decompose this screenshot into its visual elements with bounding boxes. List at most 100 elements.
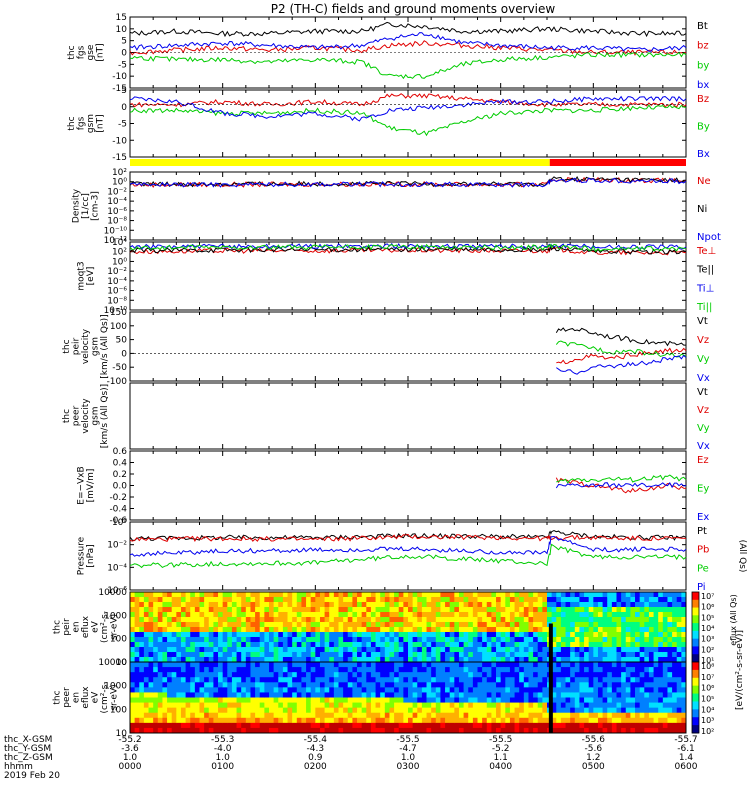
colorbar-tick-label: 10⁷ xyxy=(701,592,714,601)
spectrogram-cell xyxy=(653,687,659,693)
spectrogram-cell xyxy=(352,607,358,613)
spectrogram-cell xyxy=(505,672,511,678)
spectrogram-cell xyxy=(570,687,576,693)
spectrogram-cell xyxy=(357,642,363,648)
spectrogram-cell xyxy=(468,627,474,633)
spectrogram-cell xyxy=(245,692,251,698)
y-axis-label: sr-eV) xyxy=(110,614,120,640)
spectrogram-cell xyxy=(648,627,654,633)
spectrogram-cell xyxy=(477,612,483,618)
spectrogram-cell xyxy=(343,617,349,623)
spectrogram-cell xyxy=(282,617,288,623)
spectrogram-cell xyxy=(421,697,427,703)
spectrogram-cell xyxy=(607,637,613,643)
spectrogram-cell xyxy=(143,602,149,608)
spectrogram-cell xyxy=(482,612,488,618)
spectrogram-cell xyxy=(542,612,548,618)
spectrogram-cell xyxy=(241,692,247,698)
spectrogram-cell xyxy=(157,647,163,653)
spectrogram-cell xyxy=(143,617,149,623)
spectrogram-cell xyxy=(681,607,687,613)
spectrogram-cell xyxy=(208,637,214,643)
spectrogram-cell xyxy=(292,647,298,653)
spectrogram-cell xyxy=(648,647,654,653)
spectrogram-cell xyxy=(398,607,404,613)
spectrogram-cell xyxy=(130,642,136,648)
spectrogram-cell xyxy=(352,637,358,643)
spectrogram-cell xyxy=(204,707,210,714)
spectrogram-cell xyxy=(324,692,330,698)
spectrogram-cell xyxy=(148,597,154,603)
spectrogram-cell xyxy=(319,612,325,618)
spectrogram-cell xyxy=(301,647,307,653)
spectrogram-cell xyxy=(162,642,168,648)
spectrogram-cell xyxy=(319,722,325,729)
spectrogram-cell xyxy=(602,647,608,653)
spectrogram-cell xyxy=(676,667,682,673)
spectrogram-cell xyxy=(639,642,645,648)
spectrogram-cell xyxy=(477,692,483,698)
spectrogram-cell xyxy=(231,667,237,673)
spectrogram-cell xyxy=(417,652,423,658)
spectrogram-cell xyxy=(333,677,339,683)
spectrogram-cell xyxy=(338,642,344,648)
spectrogram-cell xyxy=(319,617,325,623)
spectrogram-cell xyxy=(384,602,390,608)
spectrogram-cell xyxy=(167,672,173,678)
spectrogram-cell xyxy=(273,717,279,724)
spectrogram-cell xyxy=(505,682,511,688)
spectrogram-cell xyxy=(134,697,140,703)
spectrogram-cell xyxy=(241,622,247,628)
spectrogram-cell xyxy=(523,632,529,638)
spectrogram-cell xyxy=(310,667,316,673)
spectrogram-cell xyxy=(658,622,664,628)
spectrogram-cell xyxy=(565,712,571,719)
mode-bar-slow xyxy=(549,159,686,166)
spectrogram-cell xyxy=(421,712,427,719)
spectrogram-cell xyxy=(296,712,302,719)
spectrogram-cell xyxy=(259,667,265,673)
spectrogram-cell xyxy=(199,657,205,663)
spectrogram-cell xyxy=(625,597,631,603)
spectrogram-cell xyxy=(255,722,261,729)
spectrogram-cell xyxy=(621,662,627,668)
spectrogram-cell xyxy=(389,607,395,613)
spectrogram-cell xyxy=(616,592,622,598)
spectrogram-cell xyxy=(579,592,585,598)
y-tick-label: 0.6 xyxy=(113,447,128,457)
spectrogram-cell xyxy=(528,677,534,683)
series-bx-line xyxy=(129,95,687,122)
spectrogram-cell xyxy=(593,667,599,673)
spectrogram-cell xyxy=(574,702,580,709)
spectrogram-cell xyxy=(565,617,571,623)
spectrogram-cell xyxy=(445,662,451,668)
colorbar-tick-label: 10⁵ xyxy=(701,695,714,704)
spectrogram-cell xyxy=(681,677,687,683)
spectrogram-cell xyxy=(496,662,502,668)
spectrogram-cell xyxy=(426,657,432,663)
spectrogram-cell xyxy=(491,727,497,734)
spectrogram-cell xyxy=(445,627,451,633)
spectrogram-cell xyxy=(148,622,154,628)
spectrogram-cell xyxy=(505,692,511,698)
spectrogram-cell xyxy=(477,717,483,724)
spectrogram-cell xyxy=(537,657,543,663)
spectrogram-cell xyxy=(389,612,395,618)
spectrogram-cell xyxy=(176,717,182,724)
spectrogram-cell xyxy=(241,652,247,658)
spectrogram-cell xyxy=(185,597,191,603)
spectrogram-cell xyxy=(491,682,497,688)
spectrogram-cell xyxy=(584,632,590,638)
spectrogram-cell xyxy=(370,612,376,618)
spectrogram-cell xyxy=(403,597,409,603)
spectrogram-cell xyxy=(593,707,599,714)
spectrogram-cell xyxy=(408,697,414,703)
spectrogram-cell xyxy=(148,632,154,638)
spectrogram-cell xyxy=(292,692,298,698)
spectrogram-cell xyxy=(607,702,613,709)
spectrogram-cell xyxy=(231,672,237,678)
spectrogram-cell xyxy=(630,637,636,643)
spectrogram-cell xyxy=(222,667,228,673)
spectrogram-cell xyxy=(463,597,469,603)
spectrogram-cell xyxy=(667,697,673,703)
